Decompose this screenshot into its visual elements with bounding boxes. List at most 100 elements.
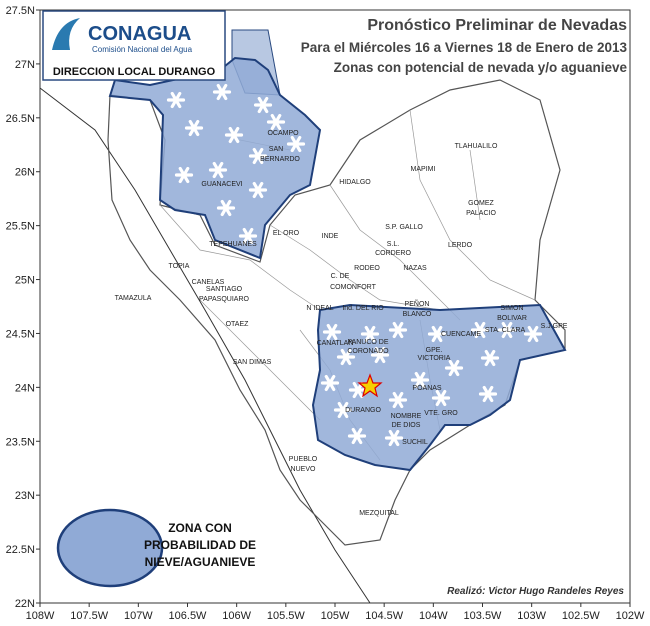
place-label: TOPIA — [169, 263, 190, 270]
snowflake-arm — [448, 359, 460, 377]
place-label: SANTIAGO — [206, 286, 243, 293]
snowflake — [248, 147, 268, 165]
place-label: CANATLAN — [317, 340, 354, 347]
lon-label: 104.5W — [365, 610, 404, 622]
snowflake-arm — [414, 371, 426, 389]
snowflake-arm — [170, 91, 182, 109]
place-label: GUANACEVI — [201, 181, 242, 188]
snowflake-arm — [228, 126, 240, 144]
snowflake — [497, 321, 517, 339]
legend-line: NIEVE/AGUANIEVE — [145, 555, 256, 569]
lon-label: 105.5W — [267, 610, 306, 622]
place-label: SAN — [269, 146, 283, 153]
place-label: MAPIMI — [411, 166, 436, 173]
lat-label: 25N — [15, 275, 35, 287]
lat-label: 23N — [15, 490, 35, 502]
subtitle: Para el Miércoles 16 a Viernes 18 de Ene… — [301, 40, 628, 55]
place-label: CORONADO — [347, 348, 389, 355]
snowflake — [360, 325, 380, 343]
place-label: BOLIVAR — [497, 315, 527, 322]
snowflake — [166, 91, 186, 109]
lat-label: 22.5N — [6, 544, 35, 556]
snowflake — [248, 181, 268, 199]
snowflake-arm — [257, 96, 269, 114]
snowflake — [478, 385, 498, 403]
lon-label: 103W — [517, 610, 546, 622]
place-label: PUEBLO — [289, 456, 318, 463]
snowflake-arm — [220, 199, 232, 217]
snowflake — [212, 83, 232, 101]
logo-text: CONAGUA — [88, 23, 191, 45]
lat-label: 24.5N — [6, 328, 35, 340]
place-label: SUCHIL — [402, 439, 428, 446]
snowflake-arm — [484, 349, 496, 367]
place-label: BLANCO — [403, 311, 432, 318]
snowflake-arm — [501, 321, 513, 339]
legend-line: ZONA CON — [168, 521, 232, 535]
place-label: NAZAS — [403, 265, 427, 272]
snowflake-arm — [351, 427, 363, 445]
place-label: SAN DIMAS — [233, 359, 272, 366]
snowflake-arm — [527, 325, 539, 343]
lon-label: 108W — [26, 610, 55, 622]
logo-icon — [52, 18, 80, 50]
place-label: CUENCAME — [441, 331, 481, 338]
snowflake-arm — [392, 321, 404, 339]
lon-label: 102.5W — [562, 610, 601, 622]
snowflake-arm — [364, 325, 376, 343]
place-label: PEÑON — [405, 299, 430, 308]
snowflake-arm — [374, 346, 386, 364]
snowflake — [470, 321, 490, 339]
lat-label: 27.5N — [6, 5, 35, 17]
lon-label: 105W — [321, 610, 350, 622]
place-label: DE DIOS — [392, 422, 421, 429]
place-label: RODEO — [354, 265, 380, 272]
snowflake-arm — [392, 391, 404, 409]
place-label: DURANGO — [345, 407, 381, 414]
place-label: LERDO — [448, 242, 473, 249]
place-label: Ind. DEL RIO — [342, 305, 384, 312]
place-label: S.J.GPE — [541, 323, 568, 330]
snowflake — [216, 199, 236, 217]
snowflake-arm — [216, 83, 228, 101]
place-label: OTAEZ — [226, 321, 250, 328]
snowflake-arm — [388, 429, 400, 447]
snowflake-arm — [252, 147, 264, 165]
snowflake — [208, 161, 228, 179]
snowflake — [388, 391, 408, 409]
snowflake — [322, 323, 342, 341]
snowflake-arm — [188, 119, 200, 137]
place-label: CORDERO — [375, 250, 411, 257]
credit: Realizó: Victor Hugo Randeles Reyes — [447, 586, 624, 597]
lon-label: 107W — [124, 610, 153, 622]
place-label: GOMEZ — [468, 200, 494, 207]
legend: ZONA CON PROBABILIDAD DE NIEVE/AGUANIEVE — [144, 521, 256, 569]
lat-label: 26.5N — [6, 113, 35, 125]
place-label: TLAHUALILO — [455, 143, 498, 150]
snowflake-arm — [324, 374, 336, 392]
snowflake-arm — [482, 385, 494, 403]
place-label: OCAMPO — [267, 130, 299, 137]
lon-label: 106W — [222, 610, 251, 622]
snowflake-arm — [337, 401, 349, 419]
snowflake-arm — [474, 321, 486, 339]
place-label: COMONFORT — [330, 284, 376, 291]
place-label: INDE — [322, 233, 339, 240]
logo-subtitle: Comisión Nacional del Agua — [92, 45, 193, 54]
snowflake — [431, 389, 451, 407]
snowflake-arm — [270, 113, 282, 131]
snowflake-arm — [435, 389, 447, 407]
place-labels: OCAMPO SAN BERNARDO GUANACEVI TEPEHUANES EL O… — [115, 130, 568, 517]
snowflake — [336, 348, 356, 366]
snowflake-arm — [212, 161, 224, 179]
snowflake — [286, 135, 306, 153]
lon-label: 102W — [616, 610, 645, 622]
snowflake-arm — [326, 323, 338, 341]
office-name: DIRECCION LOCAL DURANGO — [53, 66, 216, 78]
snowflake-arm — [178, 166, 190, 184]
snowflake-arm — [431, 325, 443, 343]
snowflake-arm — [340, 348, 352, 366]
snowflake — [184, 119, 204, 137]
place-label: NOMBRE — [391, 413, 422, 420]
